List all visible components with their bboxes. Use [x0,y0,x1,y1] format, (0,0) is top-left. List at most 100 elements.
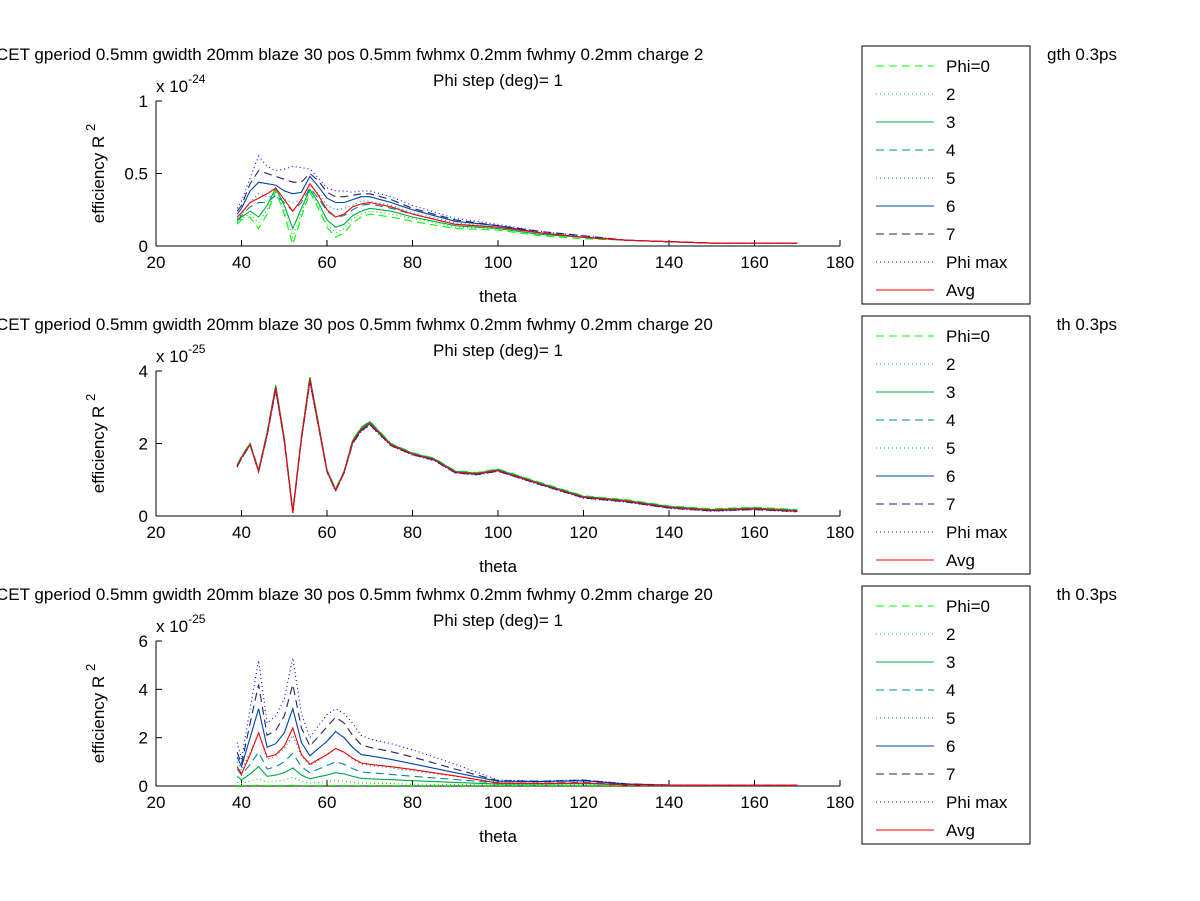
series-line-5 [236,184,798,244]
chart-title: CET gperiod 0.5mm gwidth 20mm blaze 30 p… [0,585,713,604]
x-tick-label: 160 [740,523,768,542]
x-tick-label: 40 [232,523,251,542]
chart-title-tail: th 0.3ps [1057,585,1118,604]
y-tick-label: 0 [139,777,148,796]
y-exponent-label: x 10-25 [156,342,206,366]
y-tick-label: 1 [139,92,148,111]
x-tick-label: 140 [655,793,683,812]
y-tick-label: 0 [139,237,148,256]
legend: Phi=0 2 3 4 5 6 7 Phi max Avg [861,585,1031,845]
y-axis-label: efficiency R 2 [83,124,108,224]
x-tick-label: 80 [403,793,422,812]
series-line-4 [236,378,798,512]
x-tick-label: 20 [147,523,166,542]
legend-entry: 5 [946,709,955,728]
x-tick-label: 140 [655,253,683,272]
x-tick-label: 180 [826,793,854,812]
series-line-9 [236,378,798,513]
series-line-1 [236,189,798,247]
series-line-3 [236,377,798,512]
y-exponent-label: x 10-24 [156,72,206,96]
legend-entry: Avg [946,821,975,840]
x-tick-label: 140 [655,523,683,542]
y-tick-label: 4 [139,362,148,381]
legend-entry: 7 [946,495,955,514]
series-line-5 [236,379,798,513]
x-tick-label: 80 [403,523,422,542]
x-axis-label: theta [479,557,517,576]
y-axis-label: efficiency R 2 [83,664,108,764]
legend-entry: 2 [946,85,955,104]
legend-entry: Phi max [946,793,1008,812]
legend-entry: 7 [946,225,955,244]
series-line-8 [236,657,798,786]
legend-entry: 7 [946,765,955,784]
legend-box [861,585,1031,845]
legend-entry: 4 [946,681,955,700]
x-tick-label: 80 [403,253,422,272]
series-line-7 [236,169,798,244]
legend-entry: 5 [946,169,955,188]
legend-entry: 3 [946,383,955,402]
x-tick-label: 160 [740,253,768,272]
legend-entry: 5 [946,439,955,458]
series-line-9 [236,726,798,786]
legend-entry: Phi=0 [946,597,990,616]
legend-entry: 6 [946,197,955,216]
chart-subtitle: Phi step (deg)= 1 [433,341,563,360]
x-axis-label: theta [479,287,517,306]
x-tick-label: 40 [232,793,251,812]
y-tick-label: 0.5 [124,165,148,184]
chart-panel-3: CET gperiod 0.5mm gwidth 20mm blaze 30 p… [0,585,1117,846]
legend-entry: Phi max [946,253,1008,272]
legend-entry: 4 [946,141,955,160]
chart-subtitle: Phi step (deg)= 1 [433,611,563,630]
series-line-7 [236,684,798,786]
legend: Phi=0 2 3 4 5 6 7 Phi max Avg [861,45,1031,305]
x-tick-label: 120 [569,523,597,542]
series-line-9 [236,182,798,244]
legend-entry: 6 [946,467,955,486]
x-tick-label: 180 [826,253,854,272]
y-exponent-label: x 10-25 [156,612,206,636]
chart-title-tail: th 0.3ps [1057,315,1118,334]
chart-title: CET gperiod 0.5mm gwidth 20mm blaze 30 p… [0,45,703,64]
chart-panel-2: CET gperiod 0.5mm gwidth 20mm blaze 30 p… [0,315,1117,576]
legend-entry: Avg [946,551,975,570]
series-line-4 [236,751,798,786]
x-tick-label: 160 [740,793,768,812]
series-line-8 [236,155,798,244]
legend-entry: 6 [946,737,955,756]
x-tick-label: 60 [318,253,337,272]
x-tick-label: 100 [484,523,512,542]
y-tick-label: 2 [139,435,148,454]
y-axis-label: efficiency R 2 [83,394,108,494]
legend-entry: Phi max [946,523,1008,542]
y-tick-label: 2 [139,729,148,748]
legend: Phi=0 2 3 4 5 6 7 Phi max Avg [861,315,1031,575]
x-axis-label: theta [479,827,517,846]
x-tick-label: 120 [569,793,597,812]
series-line-6 [236,380,798,513]
x-tick-label: 20 [147,793,166,812]
y-tick-label: 4 [139,680,148,699]
series-line-2 [236,187,798,244]
x-tick-label: 20 [147,253,166,272]
chart-subtitle: Phi step (deg)= 1 [433,71,563,90]
x-tick-label: 100 [484,793,512,812]
chart-title-tail: gth 0.3ps [1047,45,1117,64]
x-tick-label: 60 [318,793,337,812]
x-tick-label: 40 [232,253,251,272]
x-tick-label: 120 [569,253,597,272]
y-tick-label: 0 [139,507,148,526]
legend-entry: 3 [946,653,955,672]
chart-title: CET gperiod 0.5mm gwidth 20mm blaze 30 p… [0,315,713,334]
series-line-8 [236,382,798,514]
legend-entry: 2 [946,625,955,644]
y-tick-label: 6 [139,632,148,651]
legend-entry: 2 [946,355,955,374]
series-line-7 [236,381,798,513]
series-line-5 [236,731,798,786]
legend-box [861,315,1031,575]
